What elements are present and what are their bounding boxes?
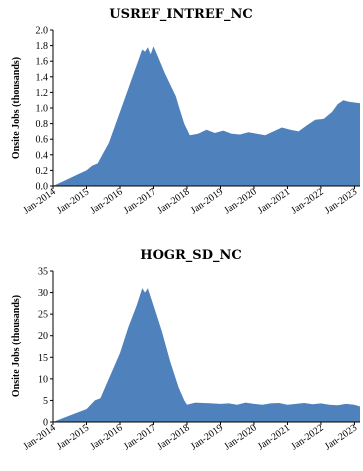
y-tick-label: 1.6	[36, 57, 49, 68]
y-tick-label: 25	[38, 310, 48, 321]
y-tick-label: 1.8	[36, 41, 49, 52]
y-tick-label: 2.0	[36, 26, 49, 37]
y-tick-label: 10	[38, 374, 48, 385]
y-tick-label: 0.2	[36, 166, 49, 177]
x-tick-label: Jan-2018	[155, 422, 191, 452]
series-area	[53, 46, 360, 187]
series-area	[53, 288, 360, 422]
usref-intref-chart: USREF_INTREF_NC Onsite Jobs (thousands) …	[11, 7, 360, 216]
y-axis-label: Onsite Jobs (thousands)	[11, 295, 22, 397]
x-tick-label: Jan-2017	[122, 422, 158, 452]
y-tick-label: 20	[38, 331, 48, 342]
x-tick-label: Jan-2021	[256, 186, 292, 216]
y-tick-label: 0.6	[36, 135, 49, 146]
x-tick-label: Jan-2021	[256, 422, 292, 452]
x-tick-label: Jan-2019	[189, 186, 225, 216]
y-tick-label: 0	[43, 418, 48, 429]
y-axis-label: Onsite Jobs (thousands)	[11, 57, 22, 159]
x-tick-label: Jan-2022	[289, 422, 325, 452]
x-tick-label: Jan-2016	[88, 422, 124, 452]
x-tick-label: Jan-2014	[21, 422, 57, 452]
x-tick-label: Jan-2017	[122, 186, 158, 216]
y-tick-label: 1.4	[36, 72, 49, 83]
y-tick-label: 5	[43, 396, 48, 407]
y-tick-label: 15	[38, 353, 48, 364]
x-tick-label: Jan-2020	[222, 186, 258, 216]
hogr-sd-chart: HOGR_SD_NC Onsite Jobs (thousands) 0 5 10 1…	[11, 248, 360, 452]
x-tick-label: Jan-2015	[55, 422, 91, 452]
y-tick-label: 35	[38, 267, 48, 278]
y-tick-label: 1.2	[36, 88, 49, 99]
chart-title: HOGR_SD_NC	[140, 248, 241, 263]
x-tick-label: Jan-2020	[222, 422, 258, 452]
y-tick-label: 0.8	[36, 119, 49, 130]
y-tick-label: 30	[38, 288, 48, 299]
x-tick-label: Jan-2023	[323, 186, 359, 216]
x-tick-label: Jan-2023	[323, 422, 359, 452]
x-tick-label: Jan-2018	[155, 186, 191, 216]
x-tick-label: Jan-2015	[55, 186, 91, 216]
chart-title: USREF_INTREF_NC	[109, 7, 252, 22]
x-tick-label: Jan-2022	[289, 186, 325, 216]
y-tick-label: 0.4	[36, 150, 49, 161]
y-tick-label: 1.0	[36, 104, 49, 115]
x-tick-label: Jan-2016	[88, 186, 124, 216]
x-tick-label: Jan-2019	[189, 422, 225, 452]
y-tick-label: 0.0	[36, 182, 49, 193]
